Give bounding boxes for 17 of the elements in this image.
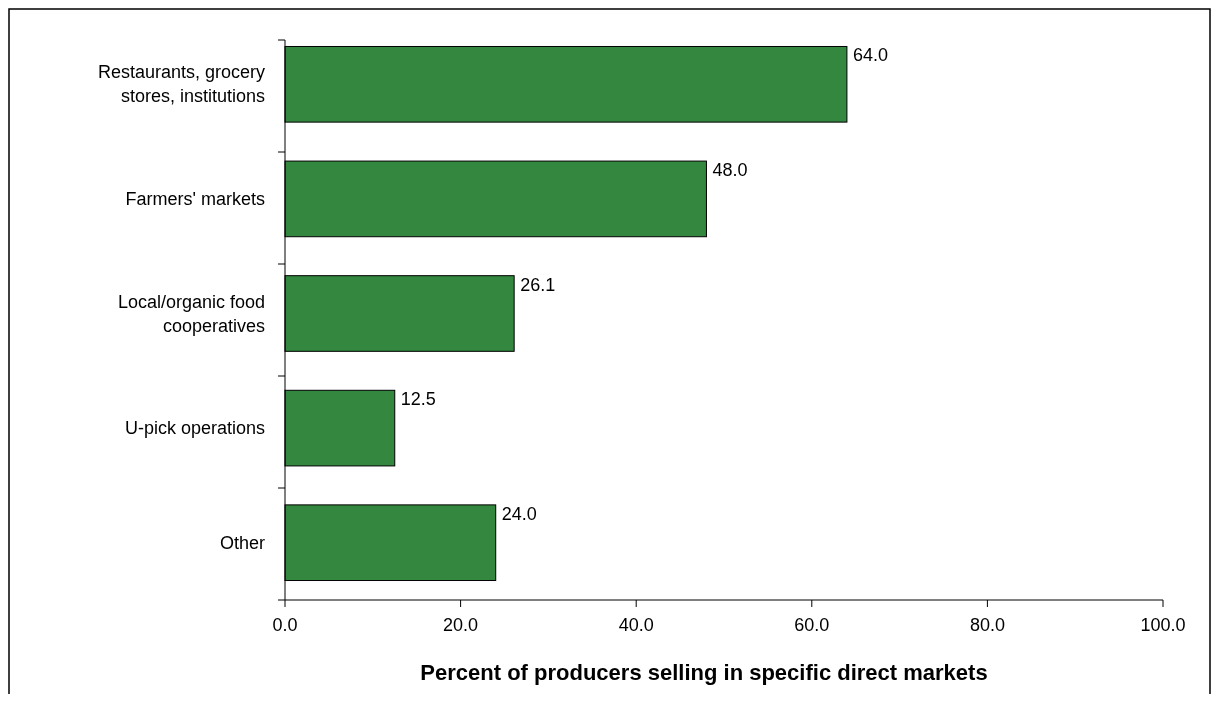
x-tick-label: 100.0 bbox=[1140, 615, 1186, 635]
data-label: 64.0 bbox=[852, 45, 888, 66]
x-tick-label: 60.0 bbox=[794, 615, 830, 635]
x-tick-label: 80.0 bbox=[969, 615, 1005, 635]
y-tick-label: Other bbox=[219, 532, 265, 553]
data-label: 26.1 bbox=[520, 274, 556, 295]
data-label: 24.0 bbox=[501, 503, 537, 524]
y-tick-label: U-pick operations bbox=[124, 418, 265, 439]
y-tick-label: Farmers' markets bbox=[125, 188, 265, 209]
data-label: 48.0 bbox=[712, 160, 748, 181]
x-axis-title: Percent of producers selling in specific direct markets bbox=[420, 660, 988, 685]
x-tick-label: 40.0 bbox=[618, 615, 654, 635]
y-tick-label: Local/organic food cooperatives bbox=[117, 291, 265, 336]
data-label: 12.5 bbox=[400, 389, 436, 410]
x-tick-label: 20.0 bbox=[443, 615, 479, 635]
x-tick-label: 0.0 bbox=[272, 615, 298, 635]
y-tick-label: Restaurants, grocery stores, institutions bbox=[97, 62, 265, 107]
